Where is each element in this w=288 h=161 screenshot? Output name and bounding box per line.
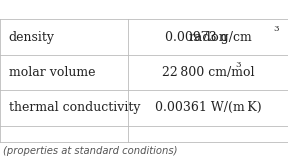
Text: 22 800 cm/mol: 22 800 cm/mol (162, 66, 254, 79)
Text: radon: radon (188, 31, 228, 43)
Text: 3: 3 (235, 61, 241, 69)
Text: density: density (9, 31, 55, 43)
Text: (properties at standard conditions): (properties at standard conditions) (3, 146, 177, 156)
Text: 0.00973 g/cm: 0.00973 g/cm (165, 31, 251, 43)
Text: molar volume: molar volume (9, 66, 95, 79)
Text: thermal conductivity: thermal conductivity (9, 101, 140, 114)
Text: 0.00361 W/(m K): 0.00361 W/(m K) (155, 101, 262, 114)
Text: 3: 3 (274, 25, 279, 33)
